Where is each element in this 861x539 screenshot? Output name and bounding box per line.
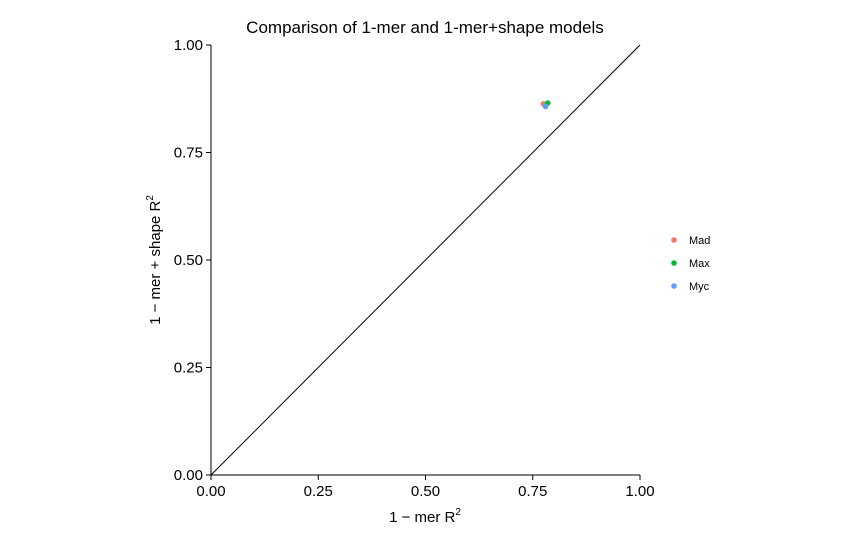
legend: Mad Max Myc xyxy=(671,235,710,293)
legend-key-max xyxy=(671,260,677,266)
y-tick-label: 0.50 xyxy=(174,252,203,269)
x-tick-label: 0.50 xyxy=(411,483,440,500)
legend-key-mad xyxy=(671,237,677,243)
legend-label-max: Max xyxy=(689,258,710,270)
x-tick-label: 1.00 xyxy=(625,483,654,500)
identity-line xyxy=(210,44,641,476)
x-tick-label: 0.00 xyxy=(196,483,225,500)
axes: 0.00 0.25 0.50 0.75 1.00 0.00 0.25 0.50 0.75 1.00 xyxy=(174,37,655,500)
legend-label-myc: Myc xyxy=(689,281,710,293)
y-tick-label: 0.75 xyxy=(174,145,203,162)
legend-key-myc xyxy=(671,283,677,289)
chart-title: Comparison of 1-mer and 1-mer+shape mode… xyxy=(246,18,604,37)
x-tick-label: 0.25 xyxy=(304,483,333,500)
y-tick-label: 0.00 xyxy=(174,467,203,484)
legend-label-mad: Mad xyxy=(689,235,710,247)
y-tick-label: 0.25 xyxy=(174,360,203,377)
data-points xyxy=(540,100,551,110)
y-tick-label: 1.00 xyxy=(174,37,203,54)
x-axis-title: 1 − mer R2 xyxy=(389,507,461,526)
reference-line-group xyxy=(210,44,641,476)
x-tick-label: 0.75 xyxy=(518,483,547,500)
y-axis-title: 1 − mer + shape R2 xyxy=(145,195,164,325)
data-point-myc xyxy=(542,103,549,110)
